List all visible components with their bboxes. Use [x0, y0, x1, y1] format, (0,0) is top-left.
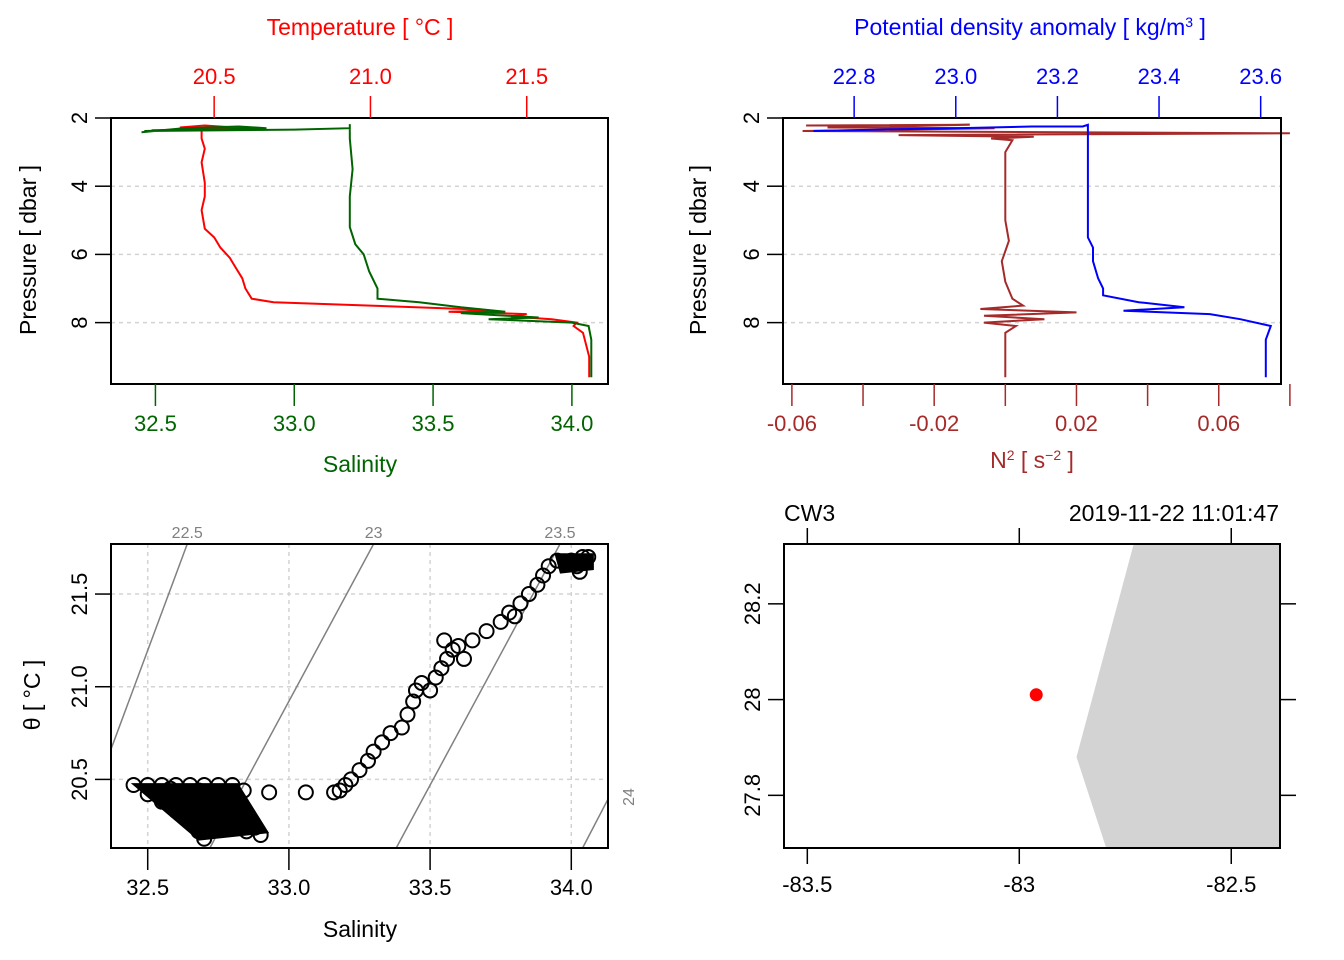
ts-data-point — [455, 650, 472, 667]
station-map-panel: -83.5 -83 -82.5 27.8 28 28.2 CW3 2019-11-22 1… — [740, 500, 1296, 897]
isopycnal-label: 23 — [365, 525, 383, 542]
pressure-axis-tick-label: 6 — [67, 248, 92, 260]
temperature-axis-tick-label: 21.5 — [505, 64, 548, 89]
longitude-tick-label: -82.5 — [1206, 872, 1256, 897]
theta-axis-tick-label: 21.0 — [67, 665, 92, 708]
latitude-axis-tick-label: 28.2 — [740, 582, 765, 625]
density-n2-frame — [782, 117, 1282, 385]
ts-data-point — [405, 693, 422, 710]
density-line — [813, 123, 1273, 378]
salinity-axis-tick-label: 32.5 — [126, 875, 169, 900]
density-n2-ticks: 22.8 23.0 23.2 23.4 23.6 -0.06 -0.02 0.02 0.06 2 4… — [739, 64, 1291, 436]
salinity-line — [141, 124, 593, 378]
ts-profile-ticks: 20.5 21.0 21.5 32.5 33.0 33.5 34.0 2 4 6 8 — [67, 64, 593, 436]
theta-axis-tick-label: 21.5 — [67, 573, 92, 616]
pressure-axis-tick-label: 6 — [739, 248, 764, 260]
density-axis-tick-label: 23.0 — [934, 64, 977, 89]
ts-data-point — [399, 706, 416, 723]
ts-data-point — [422, 682, 439, 699]
ts-data-point-cluster — [130, 783, 270, 841]
density-axis-tick-label: 22.8 — [833, 64, 876, 89]
ts-data-point — [351, 762, 368, 779]
isopycnal-line — [395, 544, 561, 848]
ts-data-point — [365, 743, 382, 760]
station-marker-layer — [1029, 688, 1043, 702]
station-datetime-label: 2019-11-22 11:01:47 — [1069, 500, 1279, 526]
ts-data-point-cluster — [554, 553, 594, 574]
ts-data-point — [520, 586, 537, 603]
isopycnal-label: 23.5 — [544, 525, 575, 542]
ts-data-point — [450, 637, 467, 654]
isopycnal-label: 22.5 — [172, 525, 203, 542]
ts-diagram-points — [125, 548, 597, 847]
density-axis-tick-label: 23.6 — [1239, 64, 1282, 89]
n2-axis-tick-label: -0.06 — [767, 411, 817, 436]
pressure-axis-tick-label: 8 — [67, 316, 92, 328]
ts-data-point — [337, 776, 354, 793]
ts-profile-bottom-axis-label: Salinity — [323, 451, 398, 477]
coastline-polygon — [1076, 544, 1280, 848]
ts-diagram-bottom-axis-label: Salinity — [323, 916, 398, 942]
salinity-axis-tick-label: 34.0 — [550, 875, 593, 900]
coastline-land — [1076, 544, 1280, 848]
station-marker — [1029, 688, 1043, 702]
ts-data-point — [436, 632, 453, 649]
pressure-axis-tick-label: 4 — [739, 180, 764, 192]
latitude-axis-tick-label: 28 — [740, 687, 765, 711]
ts-profile-panel: 20.5 21.0 21.5 32.5 33.0 33.5 34.0 2 4 6 8 Tempera… — [15, 14, 609, 477]
pressure-axis-tick-label: 2 — [739, 112, 764, 124]
ts-diagram-ticks: 22.5 23 23.5 24 32.5 33.0 33.5 34.0 20.5 21.0 21.5 — [67, 525, 638, 900]
longitude-tick-label: -83 — [1003, 872, 1035, 897]
ts-data-point — [464, 632, 481, 649]
n2-line — [802, 123, 1290, 378]
ts-data-point — [331, 782, 348, 799]
temperature-axis-tick-label: 21.0 — [349, 64, 392, 89]
ts-data-point — [540, 558, 557, 575]
ts-diagram-frame — [110, 543, 609, 849]
density-n2-series — [802, 123, 1290, 378]
n2-axis-tick-label: 0.02 — [1055, 411, 1098, 436]
ts-profile-left-axis-label: Pressure [ dbar ] — [15, 165, 41, 335]
isopycnal-label: 24 — [621, 788, 638, 806]
density-n2-left-axis-label: Pressure [ dbar ] — [685, 165, 711, 335]
ts-data-point — [261, 784, 278, 801]
salinity-axis-tick-label: 32.5 — [134, 411, 177, 436]
salinity-axis-tick-label: 33.5 — [409, 875, 452, 900]
pressure-axis-tick-label: 4 — [67, 180, 92, 192]
salinity-axis-tick-label: 34.0 — [550, 411, 593, 436]
ts-data-point — [297, 784, 314, 801]
density-axis-tick-label: 23.2 — [1036, 64, 1079, 89]
ts-profile-series — [141, 124, 593, 378]
isopycnal-line — [111, 544, 188, 752]
salinity-axis-tick-label: 33.0 — [267, 875, 310, 900]
ts-data-point — [478, 623, 495, 640]
theta-axis-tick-label: 20.5 — [67, 758, 92, 801]
ts-data-point — [506, 608, 523, 625]
ts-data-point — [393, 719, 410, 736]
ts-data-point — [343, 771, 360, 788]
ts-diagram-left-axis-label: θ [ °C ] — [19, 660, 45, 731]
density-top-axis-label: Potential density anomaly [ kg/m3 ] — [854, 14, 1206, 40]
density-axis-tick-label: 23.4 — [1138, 64, 1181, 89]
salinity-axis-tick-label: 33.5 — [412, 411, 455, 436]
ts-diagram-panel: 22.5 23 23.5 24 32.5 33.0 33.5 34.0 20.5 21.0 21.5… — [19, 525, 638, 942]
n2-axis-tick-label: 0.06 — [1197, 411, 1240, 436]
longitude-tick-label: -83.5 — [782, 872, 832, 897]
ts-data-point — [374, 734, 391, 751]
ts-profile-frame — [110, 117, 609, 385]
ts-profile-top-axis-label: Temperature [ °C ] — [267, 14, 454, 40]
ts-data-point — [512, 595, 529, 612]
ts-data-point — [492, 613, 509, 630]
pressure-axis-tick-label: 2 — [67, 112, 92, 124]
station-map-frame — [783, 543, 1281, 849]
station-map-ticks: -83.5 -83 -82.5 27.8 28 28.2 — [740, 528, 1296, 897]
salinity-axis-tick-label: 33.0 — [273, 411, 316, 436]
station-name-label: CW3 — [784, 500, 835, 526]
n2-axis-tick-label: -0.02 — [909, 411, 959, 436]
temperature-axis-tick-label: 20.5 — [193, 64, 236, 89]
n2-bottom-axis-label: N2 [ s−2 ] — [990, 447, 1074, 473]
latitude-axis-tick-label: 27.8 — [740, 774, 765, 817]
pressure-axis-tick-label: 8 — [739, 316, 764, 328]
